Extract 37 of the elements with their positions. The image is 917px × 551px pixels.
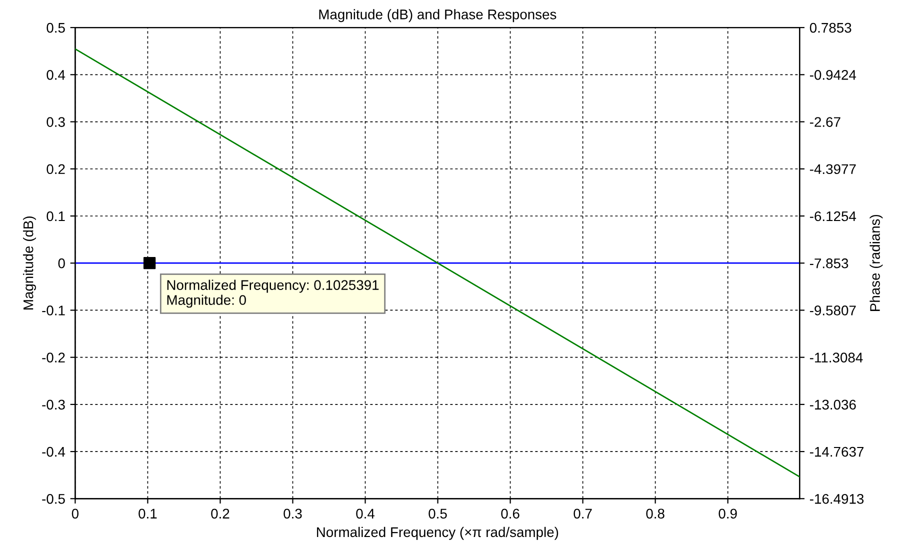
y2-tick-label: -7.853 bbox=[810, 258, 848, 268]
y-tick-label: 0 bbox=[58, 258, 65, 268]
x-tick-label: 0 bbox=[72, 508, 79, 519]
y2-tick-label: -9.5807 bbox=[810, 306, 856, 316]
y-tick-label: -0.4 bbox=[42, 446, 66, 457]
y2-tick-label: -14.7637 bbox=[810, 446, 864, 457]
x-axis-title: Normalized Frequency (×π rad/sample) bbox=[317, 526, 558, 540]
y-tick-label: -0.1 bbox=[42, 306, 65, 316]
y2-tick-label: -0.9424 bbox=[810, 70, 856, 80]
x-tick-label: 0.7 bbox=[574, 508, 592, 519]
y2-tick-label: -11.3084 bbox=[810, 352, 863, 362]
y-tick-label: -0.2 bbox=[42, 352, 65, 362]
y-axis-title: Magnitude (dB) bbox=[23, 216, 36, 310]
y-tick-label: 0.1 bbox=[46, 211, 65, 222]
x-tick-label: 0.4 bbox=[356, 508, 375, 519]
x-tick-label: 0.2 bbox=[211, 508, 230, 519]
y-tick-label: 0.2 bbox=[46, 164, 65, 174]
x-tick-label: 0.6 bbox=[501, 508, 520, 519]
x-tick-label: 0.5 bbox=[428, 508, 447, 519]
y2-tick-label: 0.7853 bbox=[810, 22, 852, 33]
x-tick-label: 0.1 bbox=[138, 508, 157, 519]
y2-tick-label: -6.1254 bbox=[810, 211, 856, 222]
x-tick-label: 0.9 bbox=[718, 508, 737, 519]
y-tick-label: 0.4 bbox=[46, 70, 66, 80]
y-tick-label: -0.3 bbox=[42, 400, 65, 410]
y-tick-label: 0.3 bbox=[46, 117, 65, 127]
y2-tick-label: -16.4913 bbox=[810, 494, 864, 504]
chart-title: Magnitude (dB) and Phase Responses bbox=[319, 9, 556, 22]
y2-tick-label: -13.036 bbox=[810, 400, 856, 410]
y-tick-label: 0.5 bbox=[46, 22, 65, 33]
y-tick-label: -0.5 bbox=[42, 494, 65, 504]
x-tick-label: 0.8 bbox=[646, 508, 664, 519]
y2-tick-label: -2.67 bbox=[810, 117, 840, 127]
x-tick-label: 0.3 bbox=[284, 508, 302, 519]
y2-axis-title: Phase (radians) bbox=[870, 214, 883, 311]
y2-tick-label: -4.3977 bbox=[810, 164, 856, 174]
annotation: Normalized Frequency: 0.1025391 Magnitude: 0 bbox=[167, 280, 379, 308]
